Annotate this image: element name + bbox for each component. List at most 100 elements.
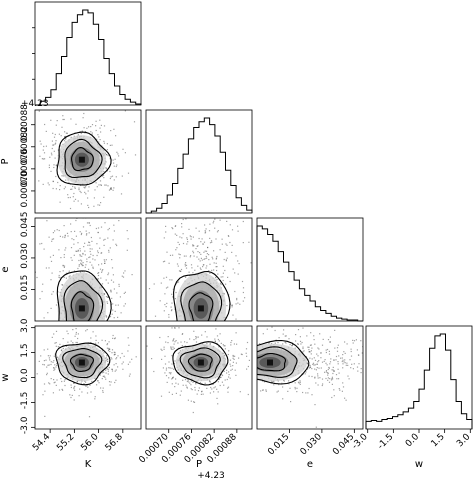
sample-point	[101, 270, 103, 272]
sample-point	[352, 342, 354, 344]
sample-point	[115, 363, 117, 365]
sample-point	[58, 133, 60, 135]
sample-point	[35, 271, 36, 273]
sample-point	[206, 253, 208, 255]
sample-point	[222, 276, 224, 278]
sample-point	[302, 391, 304, 394]
sample-point	[59, 189, 61, 191]
sample-point	[63, 256, 65, 258]
sample-point	[357, 370, 359, 372]
sample-point	[228, 350, 230, 352]
sample-point	[338, 378, 340, 380]
sample-point	[343, 351, 345, 353]
sample-point	[55, 345, 57, 347]
sample-point	[165, 225, 167, 227]
sample-point	[53, 136, 56, 138]
sample-point	[104, 340, 106, 342]
sample-point	[305, 356, 307, 358]
sample-point	[368, 351, 369, 352]
sample-point	[310, 350, 312, 352]
sample-point	[104, 260, 106, 262]
sample-point	[348, 378, 350, 380]
sample-point	[58, 274, 60, 277]
sample-point	[168, 314, 170, 316]
sample-point	[164, 372, 166, 374]
sample-point	[90, 391, 92, 393]
sample-point	[285, 342, 287, 344]
sample-point	[51, 238, 53, 240]
sample-point	[376, 366, 377, 367]
sample-point	[215, 238, 217, 240]
sample-point	[66, 132, 68, 134]
sample-point	[351, 363, 353, 365]
sample-point	[185, 276, 187, 278]
sample-point	[127, 172, 130, 174]
sample-point	[63, 265, 66, 267]
sample-point	[60, 257, 62, 259]
sample-point	[118, 285, 120, 287]
sample-point	[109, 247, 111, 249]
sample-point	[91, 132, 93, 134]
sample-point	[181, 345, 183, 347]
sample-point	[112, 189, 114, 191]
sample-point	[197, 390, 200, 392]
sample-point	[208, 215, 209, 216]
contour-1	[257, 346, 298, 378]
sample-point	[201, 383, 203, 385]
sample-point	[99, 237, 101, 239]
sample-point	[104, 222, 106, 224]
sample-point	[369, 360, 370, 361]
sample-point	[58, 229, 60, 232]
sample-point	[97, 250, 99, 252]
sample-point	[65, 272, 67, 274]
y-tick-label-w: 0.0	[20, 368, 30, 383]
sample-point	[103, 140, 105, 142]
sample-point	[224, 269, 226, 272]
sample-point	[68, 270, 70, 272]
sample-point	[325, 351, 327, 354]
sample-point	[199, 260, 201, 262]
sample-point	[179, 257, 181, 259]
sample-point	[172, 376, 174, 378]
sample-point	[62, 344, 64, 346]
sample-point	[123, 355, 125, 357]
sample-point	[75, 328, 77, 330]
sample-point	[331, 383, 333, 385]
sample-point	[84, 132, 86, 134]
sample-point	[100, 387, 102, 389]
sample-point	[208, 230, 211, 232]
sample-point	[67, 333, 69, 335]
sample-point	[177, 383, 179, 385]
sample-point	[190, 238, 192, 240]
peak-marker	[78, 359, 85, 366]
sample-point	[198, 237, 200, 240]
sample-point	[274, 329, 276, 332]
sample-point	[58, 205, 59, 206]
sample-point	[50, 260, 53, 262]
sample-point	[294, 347, 296, 349]
sample-point	[333, 359, 335, 361]
sample-point	[193, 330, 195, 332]
sample-point	[63, 118, 65, 121]
sample-point	[115, 369, 117, 371]
sample-point	[105, 372, 107, 374]
sample-point	[107, 155, 109, 157]
sample-point	[86, 392, 89, 394]
sample-point	[242, 220, 244, 223]
sample-point	[85, 190, 86, 191]
sample-point	[71, 394, 73, 396]
sample-point	[171, 367, 173, 369]
sample-point	[196, 163, 197, 164]
sample-point	[173, 368, 175, 370]
sample-point	[352, 339, 354, 341]
sample-point	[84, 250, 86, 252]
sample-point	[237, 225, 239, 227]
sample-point	[246, 368, 248, 370]
sample-point	[299, 383, 301, 385]
sample-point	[85, 385, 87, 387]
sample-point	[62, 118, 64, 121]
sample-point	[42, 183, 44, 185]
sample-point	[360, 372, 362, 374]
sample-point	[81, 216, 82, 217]
sample-point	[202, 243, 204, 245]
